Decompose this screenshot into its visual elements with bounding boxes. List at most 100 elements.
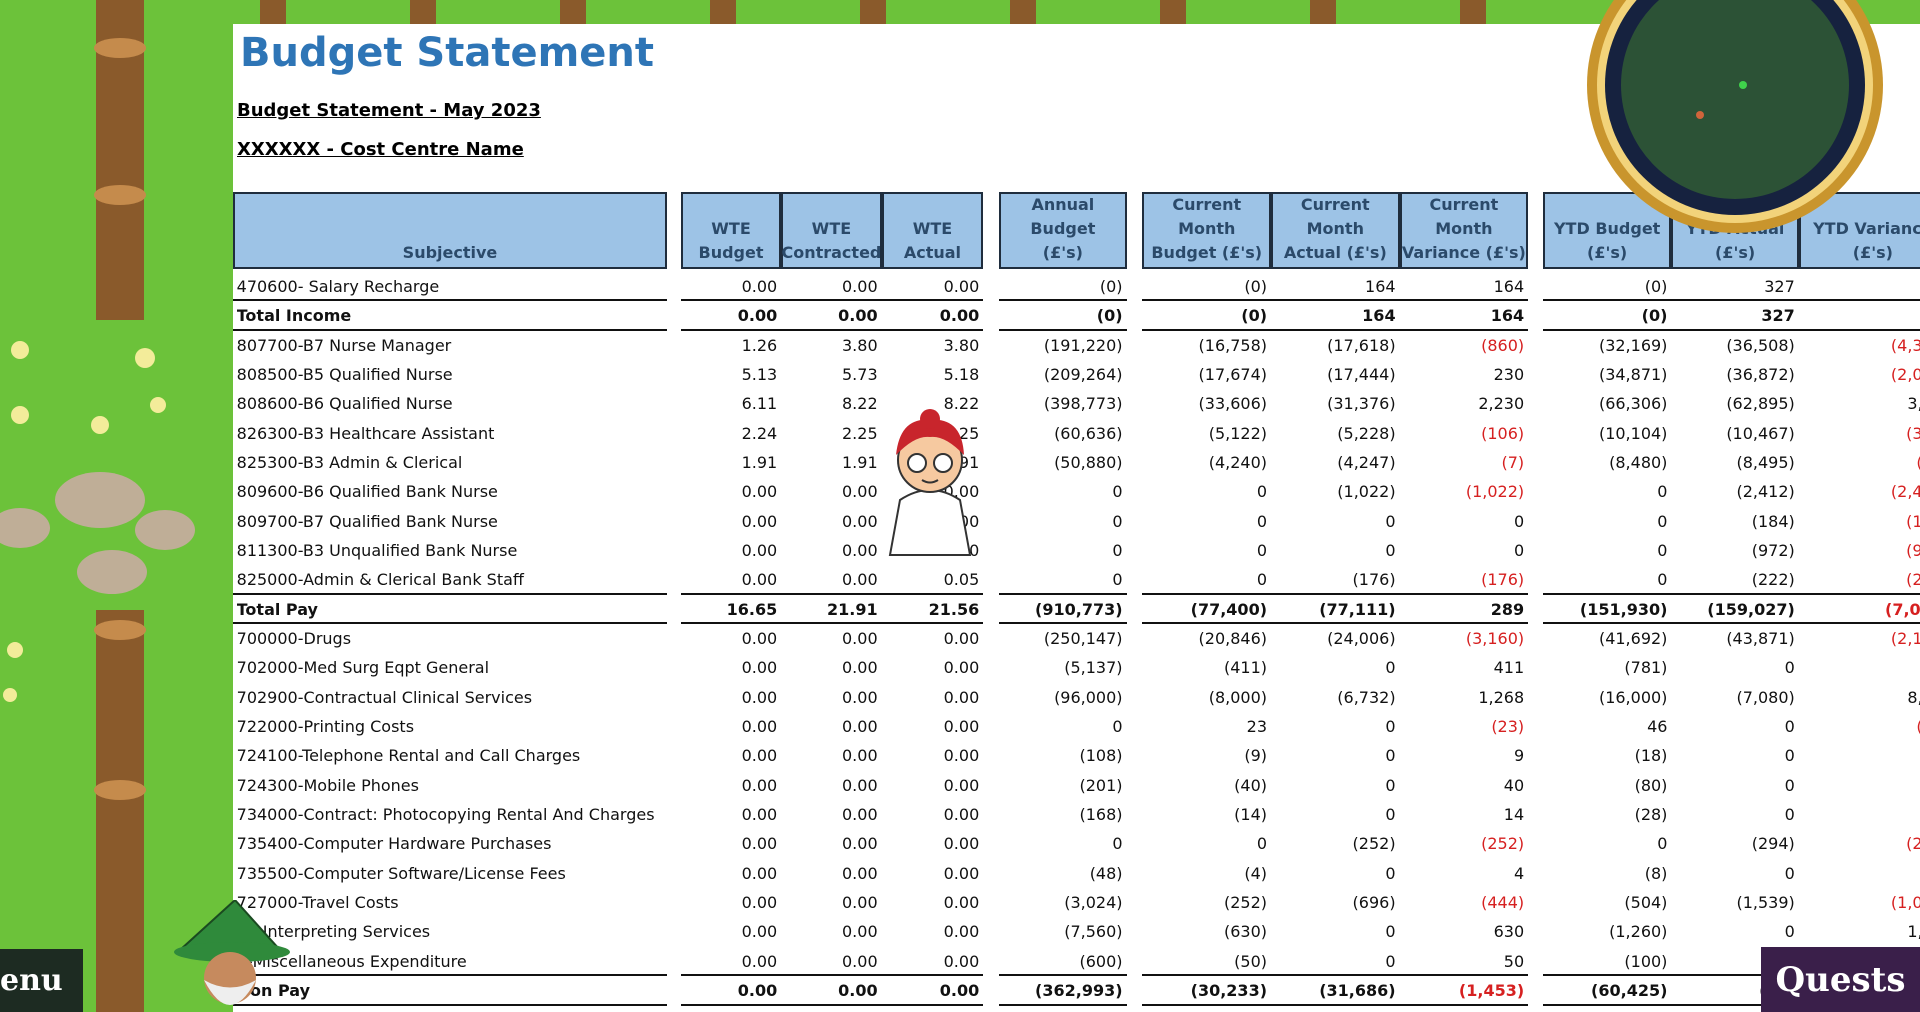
row-label: 807700-B7 Nurse Manager xyxy=(236,335,452,355)
cell-value: 327 xyxy=(1764,277,1795,296)
cell-value: 0.00 xyxy=(842,951,878,971)
cell-value: 0.00 xyxy=(741,277,778,296)
cell-value: 21.56 xyxy=(928,599,980,619)
cell-value: 8.22 xyxy=(943,394,980,414)
cell-value: 0.00 xyxy=(842,277,878,296)
cell-value: 0.00 xyxy=(842,629,878,649)
row-label: 00-Interpreting Services xyxy=(236,922,431,942)
cell-value: 0.00 xyxy=(842,511,878,531)
cell-value: 0.00 xyxy=(741,511,778,531)
sheet-title: Budget Statement xyxy=(240,30,654,76)
row-label: 825000-Admin & Clerical Bank Staff xyxy=(236,570,524,590)
cell-value: (201) xyxy=(1079,775,1123,795)
cell-value: (46 xyxy=(1803,712,1920,741)
cell-value: 1,26 xyxy=(1907,922,1920,942)
cell-value: 0.00 xyxy=(741,482,778,502)
cell-value: 0.00 xyxy=(943,658,980,678)
cell-value: 1,268 xyxy=(1478,687,1525,707)
cell-value: 0 xyxy=(1385,775,1396,795)
cell-value: (1,022) xyxy=(1337,482,1396,502)
cell-value: (5,122) xyxy=(1208,423,1268,443)
menu-button[interactable]: enu xyxy=(0,949,83,1012)
cell-value: 6.11 xyxy=(741,394,778,414)
cell-value: 0 xyxy=(1385,805,1396,825)
cell-value: 0.00 xyxy=(842,482,878,502)
row-label: 724100-Telephone Rental and Call Charges xyxy=(236,746,581,766)
row-label: Total Income xyxy=(236,306,352,326)
minimap[interactable] xyxy=(1580,0,1890,240)
cell-value: 0 xyxy=(1256,834,1268,854)
cell-value: (8,480) xyxy=(1609,453,1668,473)
cell-value: 50 xyxy=(1503,951,1525,971)
cell-value: (17,618) xyxy=(1327,335,1396,355)
row-rule xyxy=(999,328,1127,331)
cell-value: (444) xyxy=(1481,893,1525,913)
row-rule xyxy=(232,299,668,302)
cell-value: (6,732) xyxy=(1337,687,1396,707)
cell-value: (2,412 xyxy=(1890,482,1920,502)
cell-value: 0.00 xyxy=(943,805,980,825)
cell-value: 230 xyxy=(1493,365,1525,385)
cell-value: 1 xyxy=(1803,741,1920,770)
cell-value: 8 xyxy=(1803,771,1920,800)
cell-value: (2,412) xyxy=(1736,482,1795,502)
cell-value: 2,230 xyxy=(1478,394,1525,414)
cell-value: 0.00 xyxy=(943,893,980,913)
cell-value: 0.00 xyxy=(943,922,980,942)
cell-value: (860) xyxy=(1481,335,1525,355)
cell-value: 0.00 xyxy=(842,775,878,795)
cell-value: 630 xyxy=(1493,922,1525,942)
cell-value: (176) xyxy=(1481,570,1525,590)
cell-value: (176) xyxy=(1352,570,1396,590)
cell-value: (31,686) xyxy=(1319,981,1396,1001)
row-label: Total Pay xyxy=(236,599,318,619)
cell-value: (0) xyxy=(1099,277,1123,296)
cell-value: (1,453) xyxy=(1458,981,1525,1001)
cell-value: 78 xyxy=(1803,653,1920,682)
cell-value: (250,147) xyxy=(1043,629,1123,649)
cell-value: 0 xyxy=(1256,570,1268,590)
cell-value: 164 xyxy=(1493,277,1525,296)
row-label: 808500-B5 Qualified Nurse xyxy=(236,365,453,385)
row-rule xyxy=(1542,622,1920,625)
cell-value: 0.00 xyxy=(737,306,778,326)
cell-value: 0 xyxy=(1657,482,1668,502)
cell-value: (4,247) xyxy=(1337,453,1396,473)
cell-value: 0 xyxy=(1784,658,1795,678)
cell-value: 0.00 xyxy=(842,893,878,913)
quests-button[interactable]: Quests xyxy=(1761,947,1920,1012)
cell-value: 1.91 xyxy=(741,453,778,473)
row-rule xyxy=(999,622,1127,625)
cell-value: 0 xyxy=(1112,717,1123,737)
row-rule xyxy=(1142,299,1529,302)
cell-value: 0.00 xyxy=(741,717,778,737)
cell-value: (9) xyxy=(1244,746,1268,766)
cell-value: (36,872) xyxy=(1726,365,1795,385)
cell-value: 0.00 xyxy=(838,306,878,326)
cell-value: 32 xyxy=(1803,301,1920,330)
cell-value: 0 xyxy=(1385,863,1396,883)
row-rule xyxy=(1142,974,1529,977)
cell-value: 0.00 xyxy=(842,658,878,678)
cell-value: (31,376) xyxy=(1327,394,1396,414)
cell-value: (16,000) xyxy=(1598,687,1668,707)
cell-value: 8.22 xyxy=(842,394,878,414)
column-header: WTE Actual xyxy=(881,192,984,270)
cell-value: 164 xyxy=(1365,277,1396,296)
row-label: 702900-Contractual Clinical Services xyxy=(236,687,533,707)
row-label: 700000-Drugs xyxy=(236,629,352,649)
cell-value: (20,846) xyxy=(1198,629,1268,649)
cell-value: (66,306) xyxy=(1598,394,1668,414)
cell-value: (411) xyxy=(1223,658,1268,678)
cell-value: (3,024) xyxy=(1064,893,1123,913)
cell-value: (184 xyxy=(1906,511,1920,531)
cell-value: (4,339 xyxy=(1890,335,1920,355)
cell-value: 0.00 xyxy=(741,775,778,795)
cell-value: 0.00 xyxy=(842,717,878,737)
cell-value: 5.73 xyxy=(842,365,878,385)
cell-value: (36,508) xyxy=(1726,335,1795,355)
cell-value: 0.00 xyxy=(842,570,878,590)
cell-value: 5.13 xyxy=(741,365,778,385)
cell-value: (4,240) xyxy=(1208,453,1268,473)
